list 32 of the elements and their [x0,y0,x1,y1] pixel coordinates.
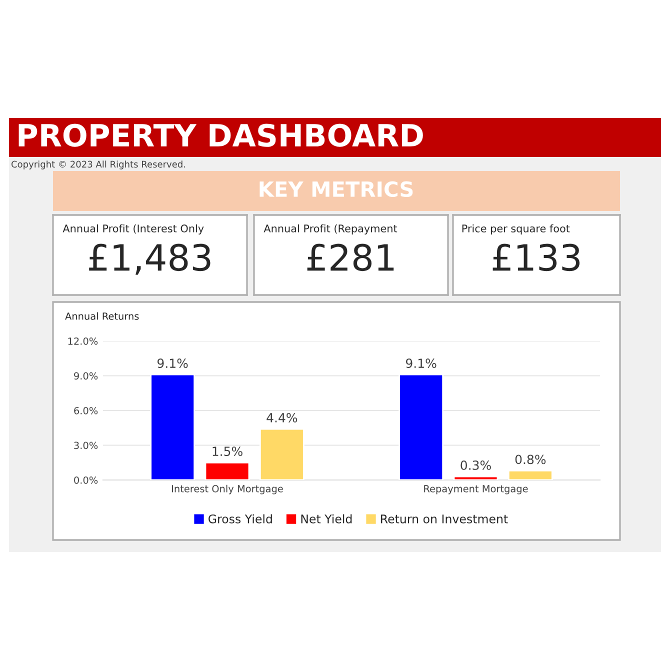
text: KEY METRICS [260,181,413,198]
y-tick-label: 9.0% [74,372,98,380]
text: Price per square foot [462,224,570,234]
text: PROPERTY DASHBOARD [18,124,423,147]
bar [150,374,196,480]
legend-label: Net Yield [301,514,352,524]
y-tick-label: 12.0% [68,337,98,345]
x-tick-label: Repayment Mortgage [424,485,528,494]
data-label: 9.1% [406,358,436,368]
chart-title: Annual Returns [65,312,139,320]
legend-label: Return on Investment [381,514,508,524]
data-label: 0.8% [515,454,546,464]
y-tick-label: 6.0% [74,406,98,414]
data-label: 1.5% [212,446,242,456]
y-tick-label: 0.0% [74,476,98,484]
bar [398,374,444,480]
text: £281 [307,244,394,272]
text: Annual Profit (Interest Only [62,224,204,234]
y-tick-label: 3.0% [74,442,98,450]
data-label: 9.1% [157,358,188,368]
text: £133 [492,244,580,272]
text: Annual Profit (Repayment [264,224,398,234]
bar [204,462,250,480]
bar [259,428,304,480]
text: Copyright © 2023 All Rights Reserved. [12,160,186,170]
bar [453,476,498,480]
data-label: 0.3% [460,460,491,470]
data-label: 4.4% [266,412,298,422]
bar [508,470,553,480]
legend-label: Gross Yield [208,514,272,524]
text: £1,483 [89,244,210,275]
x-tick-label: Interest Only Mortgage [172,484,283,494]
